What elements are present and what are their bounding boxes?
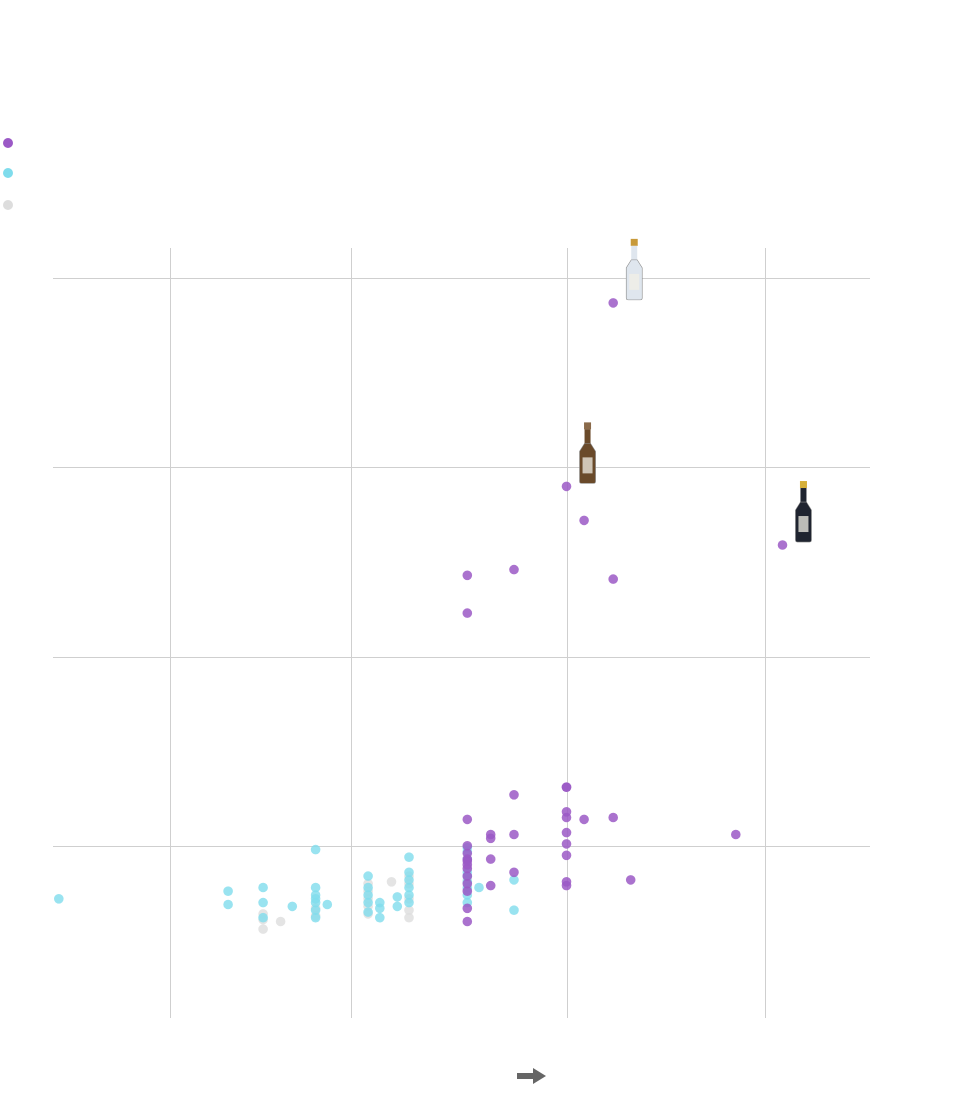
purple-point-34[interactable]: [608, 298, 618, 308]
bottle-label: [798, 516, 809, 533]
purple-point-23[interactable]: [561, 839, 572, 849]
purple-point-18[interactable]: [509, 790, 519, 800]
grey-point-13[interactable]: [404, 905, 414, 915]
grey-point-12[interactable]: [404, 912, 414, 923]
bottle-right-icon[interactable]: [795, 481, 812, 543]
legend-swatch-cyan[interactable]: [3, 168, 13, 178]
purple-point-36[interactable]: [731, 829, 741, 840]
cyan-point-6[interactable]: [287, 901, 298, 912]
purple-point-21[interactable]: [561, 877, 572, 887]
purple-point-3[interactable]: [462, 878, 473, 889]
cyan-point-11[interactable]: [310, 890, 321, 900]
cyan-point-41[interactable]: [509, 905, 519, 915]
purple-point-19[interactable]: [509, 564, 519, 575]
cyan-point-3[interactable]: [258, 912, 268, 923]
cyan-point-7[interactable]: [310, 912, 321, 923]
bottle-neck: [631, 245, 638, 260]
bottle-label: [629, 273, 640, 290]
cyan-point-23[interactable]: [392, 901, 403, 912]
purple-point-26[interactable]: [561, 807, 572, 817]
purple-point-15[interactable]: [485, 829, 496, 840]
grey-point-11[interactable]: [386, 877, 397, 887]
arrow-shaft: [517, 1073, 535, 1079]
bottle-neck: [800, 488, 807, 503]
cyan-point-25[interactable]: [404, 897, 414, 908]
purple-point-16[interactable]: [509, 867, 519, 878]
cyan-point-27[interactable]: [404, 882, 414, 893]
purple-point-17[interactable]: [509, 829, 519, 840]
cyan-point-24[interactable]: [392, 892, 403, 902]
cyan-point-15[interactable]: [363, 907, 373, 917]
bottle-cap: [630, 238, 638, 246]
purple-point-22[interactable]: [561, 850, 572, 861]
cyan-point-22[interactable]: [375, 897, 385, 908]
cyan-point-8[interactable]: [310, 905, 321, 915]
highlighted-bottles: [579, 238, 812, 543]
purple-point-2[interactable]: [462, 886, 473, 896]
purple-point-4[interactable]: [462, 871, 473, 881]
bottle-top-icon[interactable]: [625, 238, 643, 301]
grid-lines: [53, 248, 870, 1018]
bottle-cap: [584, 422, 592, 430]
cyan-point-18[interactable]: [363, 882, 373, 893]
cyan-point-20[interactable]: [375, 912, 385, 923]
right-arrow-icon: [517, 1068, 546, 1084]
purple-point-33[interactable]: [608, 574, 618, 584]
purple-point-30[interactable]: [579, 814, 589, 825]
purple-point-31[interactable]: [579, 515, 589, 526]
arrow-head: [533, 1068, 546, 1084]
cyan-point-29[interactable]: [404, 867, 414, 878]
bottle-cap: [799, 481, 807, 489]
purple-point-13[interactable]: [485, 854, 496, 864]
purple-point-12[interactable]: [485, 880, 496, 891]
cyan-point-42[interactable]: [509, 875, 519, 885]
grey-point-0[interactable]: [258, 924, 268, 934]
purple-point-28[interactable]: [561, 481, 572, 492]
cyan-point-30[interactable]: [404, 852, 414, 862]
purple-point-1[interactable]: [462, 903, 473, 914]
purple-point-10[interactable]: [462, 841, 473, 851]
purple-point-37[interactable]: [777, 540, 788, 550]
grey-point-3[interactable]: [275, 916, 286, 927]
cyan-point-0[interactable]: [54, 894, 64, 904]
purple-point-35[interactable]: [625, 875, 636, 885]
purple-point-9[interactable]: [462, 848, 473, 859]
purple-point-0[interactable]: [462, 916, 473, 927]
purple-point-29[interactable]: [561, 782, 572, 792]
legend-swatch-grey[interactable]: [3, 200, 13, 210]
legend-swatch-purple[interactable]: [3, 138, 13, 148]
cyan-point-1[interactable]: [223, 899, 233, 910]
purple-point-24[interactable]: [561, 827, 572, 838]
bottle-middle-icon[interactable]: [579, 422, 596, 484]
purple-point-39[interactable]: [462, 608, 473, 618]
purple-point-32[interactable]: [608, 812, 618, 823]
data-points: [54, 298, 788, 934]
cyan-point-13[interactable]: [310, 844, 321, 855]
cyan-point-12[interactable]: [310, 882, 321, 893]
bottle-label: [582, 457, 593, 474]
cyan-point-19[interactable]: [363, 871, 373, 881]
cyan-point-14[interactable]: [322, 899, 333, 910]
purple-point-11[interactable]: [462, 814, 473, 825]
bottle-neck: [584, 429, 591, 444]
cyan-point-2[interactable]: [223, 886, 233, 896]
cyan-point-17[interactable]: [363, 890, 373, 900]
cyan-point-5[interactable]: [258, 882, 268, 893]
cyan-point-16[interactable]: [363, 897, 373, 908]
cyan-point-28[interactable]: [404, 875, 414, 885]
legend: [0, 130, 60, 220]
cyan-point-4[interactable]: [258, 897, 268, 908]
cyan-point-40[interactable]: [474, 882, 484, 893]
cyan-point-26[interactable]: [404, 890, 414, 900]
purple-point-38[interactable]: [462, 570, 473, 581]
